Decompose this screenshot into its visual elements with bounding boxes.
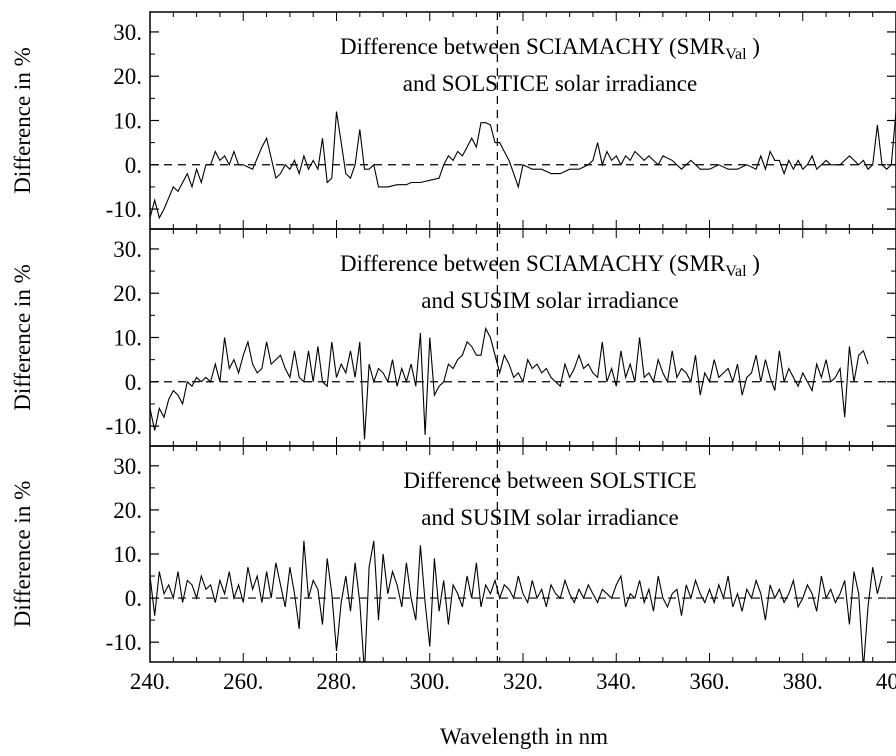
panel-2: 30. 20. 10. 0. -10. Difference in % Difference… (10, 228, 896, 447)
x-tick-label: 260. (223, 669, 263, 694)
y-axis-label: Difference in % (10, 481, 35, 627)
y-tick-label: 0. (125, 586, 142, 611)
difference-series-line (150, 540, 883, 662)
panel-title-line1: Difference between SOLSTICE (403, 468, 696, 493)
difference-series-line (150, 326, 869, 440)
difference-series-line (150, 111, 896, 220)
y-tick-label: 30. (113, 237, 142, 262)
y-axis-label: Difference in % (10, 264, 35, 410)
x-tick-label: 380. (783, 669, 823, 694)
x-tick-label: 300. (410, 669, 450, 694)
y-tick-label: 0. (125, 153, 142, 178)
x-tick-label: 360. (689, 669, 729, 694)
y-tick-label: 10. (113, 109, 142, 134)
y-tick-label: -10. (106, 197, 142, 222)
panel-title-line2: and SUSIM solar irradiance (421, 288, 678, 313)
y-tick-label: 0. (125, 370, 142, 395)
y-tick-label: 20. (113, 498, 142, 523)
y-tick-label: 20. (113, 281, 142, 306)
x-tick-label: 400. (876, 669, 896, 694)
y-tick-label: 10. (113, 326, 142, 351)
x-axis-label: Wavelength in nm (440, 724, 608, 749)
x-tick-label: 240. (130, 669, 170, 694)
panel-title-line1: Difference between SCIAMACHY (SMRVal ) (340, 251, 760, 280)
panel-1: 30. 20. 10. 0. -10. Difference in % Difference… (10, 11, 896, 230)
y-tick-label: 30. (113, 20, 142, 45)
y-axis-label: Difference in % (10, 47, 35, 193)
x-tick-label: 320. (503, 669, 543, 694)
y-tick-label: -10. (106, 630, 142, 655)
y-tick-label: 10. (113, 542, 142, 567)
x-tick-label: 340. (596, 669, 636, 694)
y-tick-label: -10. (106, 414, 142, 439)
panel-title-line1: Difference between SCIAMACHY (SMRVal ) (340, 34, 760, 63)
panel-title-line2: and SOLSTICE solar irradiance (403, 71, 697, 96)
panel-title-line2: and SUSIM solar irradiance (421, 505, 678, 530)
y-tick-label: 20. (113, 64, 142, 89)
y-tick-label: 30. (113, 454, 142, 479)
panel-3: 30. 20. 10. 0. -10. Difference in % Difference… (10, 445, 896, 663)
x-tick-label: 280. (316, 669, 356, 694)
